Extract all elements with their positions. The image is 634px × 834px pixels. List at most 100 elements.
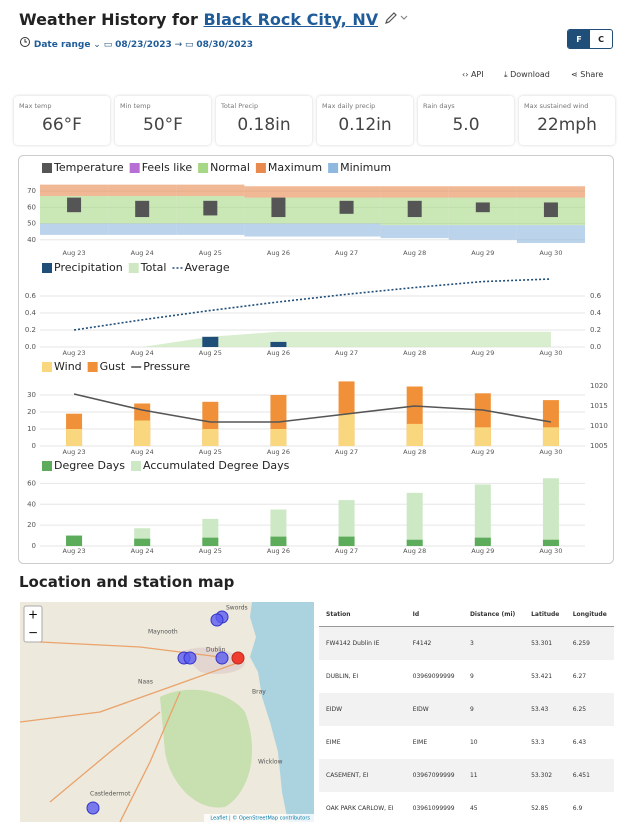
table-cell: 53.301 [524, 626, 566, 660]
place-label: Maynooth [148, 629, 178, 636]
table-cell: 53.421 [531, 673, 553, 680]
y-tick-label: 60 [27, 479, 36, 487]
band [516, 225, 585, 243]
title-text: Weather History for [19, 10, 198, 29]
y-tick-label: 0 [32, 542, 36, 550]
download-text: Download [510, 70, 550, 79]
x-tick-label: Aug 25 [199, 249, 222, 257]
y-tick-label: 10 [27, 425, 36, 433]
band [312, 223, 381, 237]
place-label: Swords [226, 605, 248, 612]
stat-card: Max temp 66°F [14, 96, 110, 145]
stat-label: Rain days [423, 102, 455, 110]
station-marker[interactable] [210, 613, 224, 627]
y2-tick-label: 0.2 [590, 326, 601, 334]
map-title: Location and station map [19, 573, 235, 591]
x-tick-label: Aug 26 [267, 547, 290, 555]
place-label: Dublin [206, 647, 226, 654]
area [74, 331, 551, 347]
x-tick-label: Aug 26 [267, 448, 290, 456]
api-link[interactable]: ‹› API [462, 70, 484, 79]
line [73, 278, 551, 331]
table-cell: EIDW [319, 693, 406, 726]
legend-swatch [87, 362, 98, 372]
x-tick-label: Aug 29 [471, 349, 494, 357]
station-marker[interactable] [215, 651, 229, 665]
station-marker[interactable] [86, 801, 100, 815]
table-row: FW4142 Dublin IE F4142 3 53.301 6.259 [319, 626, 614, 660]
column-header: Id [405, 602, 463, 627]
x-tick-label: Aug 26 [267, 349, 290, 357]
x-tick-label: Aug 25 [199, 547, 222, 555]
bar [338, 413, 355, 446]
share-link[interactable]: ⋖ Share [571, 70, 604, 79]
stat-value: 50°F [143, 115, 183, 135]
y-tick-label: 0.0 [25, 343, 36, 351]
x-tick-label: Aug 23 [63, 448, 86, 456]
legend-label: Total [140, 261, 167, 274]
hills [160, 689, 253, 808]
band [244, 186, 313, 198]
y-tick-label: 40 [27, 500, 36, 508]
x-tick-label: Aug 30 [539, 249, 562, 257]
legend-swatch [328, 163, 339, 173]
x-tick-label: Aug 23 [63, 547, 86, 555]
location-link[interactable]: Black Rock City, NV [203, 10, 379, 29]
band [40, 184, 109, 196]
y2-tick-label: 0.0 [590, 343, 601, 351]
unit-f[interactable]: F [568, 30, 590, 48]
table-cell: 45 [469, 805, 478, 812]
zoom-in[interactable]: + [28, 608, 38, 622]
band [176, 184, 245, 196]
x-tick-label: Aug 29 [471, 547, 494, 555]
band [380, 225, 449, 239]
y2-tick-label: 1005 [590, 442, 608, 450]
bar [270, 536, 287, 546]
bar [474, 537, 491, 546]
legend-label: Wind [54, 360, 82, 373]
x-tick-label: Aug 24 [131, 448, 154, 456]
band [448, 186, 517, 198]
unit-c[interactable]: C [598, 34, 604, 44]
map[interactable]: + − Swords Maynooth Dublin Naas Bray Wic… [20, 602, 314, 822]
table-cell: 9 [462, 693, 525, 726]
table-cell: 53.3 [531, 739, 545, 746]
download-link[interactable]: ⤓ Download [504, 70, 550, 79]
table-cell: 53.43 [524, 693, 566, 726]
range-bar [67, 197, 82, 213]
legend-swatch [128, 263, 139, 273]
x-tick-label: Aug 30 [539, 547, 562, 555]
legend-label: Pressure [143, 360, 190, 373]
legend-label: Precipitation [54, 261, 123, 274]
legend-label: Feels like [142, 161, 193, 174]
edit-icon[interactable] [384, 11, 410, 25]
bar [134, 538, 151, 546]
band [516, 186, 585, 198]
x-tick-label: Aug 23 [63, 349, 86, 357]
attribution[interactable]: Leaflet | © OpenStreetMap contributors [210, 815, 310, 822]
table-cell: EIDW [405, 693, 463, 726]
page-title: Weather History for Black Rock City, NV [19, 10, 410, 29]
location-marker[interactable] [231, 651, 245, 665]
band [448, 225, 517, 240]
bar [338, 536, 355, 546]
legend-label: Normal [210, 161, 250, 174]
table-row: EIDW EIDW 9 53.43 6.25 [319, 693, 614, 726]
stat-label: Max sustained wind [524, 102, 589, 110]
start-date[interactable]: 08/23/2023 [115, 40, 172, 50]
y2-tick-label: 0.6 [590, 292, 602, 300]
y2-tick-label: 1010 [590, 422, 608, 430]
y-tick-label: 0 [32, 442, 36, 450]
table-header: Station Id Distance (mi) Latitude Longitude [319, 602, 614, 627]
x-tick-label: Aug 29 [471, 448, 494, 456]
column-header: Longitude [565, 602, 614, 627]
date-range-button[interactable]: Date range [33, 40, 91, 50]
share-text: Share [580, 70, 604, 79]
station-marker[interactable] [183, 651, 197, 665]
zoom-out[interactable]: − [28, 626, 38, 640]
table-cell: 10 [469, 739, 478, 746]
end-date[interactable]: 08/30/2023 [196, 40, 254, 50]
stat-label: Max temp [19, 102, 52, 110]
x-tick-label: Aug 23 [63, 249, 86, 257]
